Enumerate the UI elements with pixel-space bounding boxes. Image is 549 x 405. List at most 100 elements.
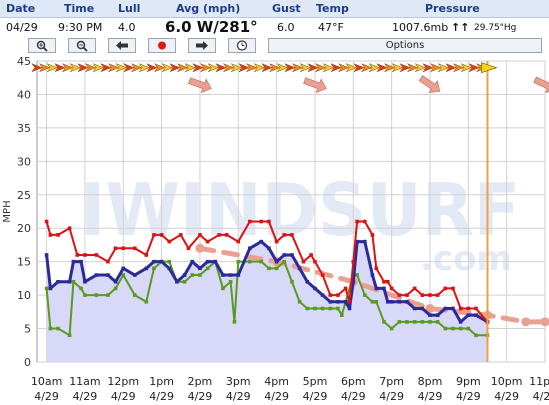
- gust-point: [382, 279, 386, 284]
- gust-point: [397, 293, 402, 297]
- x-tick-date: 4/29: [456, 390, 481, 403]
- gust-point: [113, 246, 118, 251]
- gust-point: [290, 233, 294, 237]
- x-tick-label: 8pm: [418, 375, 443, 388]
- y-tick-label: 20: [17, 222, 31, 235]
- lull-point: [106, 293, 110, 297]
- avg-point: [351, 279, 356, 284]
- zoom-out-button[interactable]: [68, 38, 96, 53]
- avg-point: [67, 279, 72, 284]
- direction-marker: [399, 63, 411, 73]
- gust-point: [420, 293, 425, 297]
- options-button[interactable]: Options: [268, 38, 542, 53]
- lull-point: [428, 320, 432, 324]
- lull-point: [340, 313, 344, 317]
- lull-point: [44, 286, 49, 291]
- lull-point: [267, 266, 271, 271]
- direction-marker: [123, 63, 135, 73]
- avg-point: [386, 300, 390, 304]
- gust-point: [435, 293, 440, 297]
- forward-button[interactable]: [188, 38, 216, 53]
- lull-point: [328, 306, 333, 311]
- pressure-label: Pressure: [425, 2, 480, 15]
- direction-marker: [299, 63, 311, 73]
- lull-point: [67, 333, 72, 338]
- wind-direction-arrow-icon: [533, 76, 549, 93]
- direction-marker: [284, 63, 296, 73]
- gust-point: [443, 286, 448, 291]
- gust-point: [132, 246, 137, 251]
- x-tick-date: 4/29: [111, 390, 136, 403]
- direction-marker: [322, 63, 334, 73]
- y-tick-label: 40: [17, 88, 31, 101]
- direction-marker: [383, 63, 396, 73]
- lull-point: [282, 259, 287, 264]
- header-values-row: 04/29 9:30 PM 4.0 6.0 W/281° 6.0 47°F 10…: [0, 18, 549, 37]
- avg-point: [443, 306, 448, 311]
- history-button[interactable]: [228, 38, 256, 53]
- avg-point: [389, 300, 394, 304]
- gust-point: [224, 233, 229, 237]
- lull-value: 4.0: [118, 21, 136, 34]
- gust-point: [159, 233, 164, 237]
- lull-point: [190, 273, 195, 277]
- zoom-in-icon: [36, 40, 48, 52]
- avg-point: [228, 273, 233, 277]
- avg-point: [267, 246, 271, 251]
- gust-point: [167, 239, 172, 244]
- forecast-point: [521, 317, 531, 327]
- avg-point: [405, 300, 409, 304]
- zoom-in-button[interactable]: [28, 38, 56, 53]
- avg-point: [370, 273, 375, 277]
- direction-marker: [376, 63, 388, 73]
- watermark-sub-text: .com: [420, 239, 512, 279]
- lull-point: [152, 266, 156, 271]
- wind-chart: IWINDSURF.com 0 5 10 15 20 25 30 35 40 45 MPH 10am…: [2, 55, 549, 403]
- date-label: Date: [6, 2, 36, 15]
- y-tick-label: 35: [17, 122, 31, 135]
- x-tick-date: 4/29: [533, 390, 549, 403]
- chart-series: [44, 219, 490, 338]
- avg-point: [79, 259, 83, 264]
- back-button[interactable]: [108, 38, 136, 53]
- direction-marker: [115, 63, 127, 73]
- record-button[interactable]: [148, 38, 176, 53]
- direction-marker: [192, 63, 204, 73]
- gust-point: [328, 293, 333, 297]
- avg-point: [198, 266, 202, 271]
- avg-point: [343, 300, 348, 304]
- direction-marker: [253, 63, 265, 73]
- x-tick-date: 4/29: [34, 390, 59, 403]
- lull-point: [121, 273, 126, 277]
- lull-point: [420, 320, 425, 324]
- gust-point: [75, 253, 80, 257]
- x-tick-date: 4/29: [303, 390, 328, 403]
- avg-point: [152, 259, 156, 264]
- direction-marker: [77, 63, 89, 73]
- avg-point: [190, 259, 195, 264]
- gust-point: [451, 286, 455, 291]
- direction-marker: [368, 63, 380, 73]
- direction-marker: [437, 63, 449, 73]
- lull-point: [94, 293, 99, 297]
- lull-point: [79, 286, 83, 291]
- direction-marker: [345, 63, 357, 73]
- direction-marker: [391, 63, 403, 73]
- lull-point: [247, 259, 252, 264]
- header-labels-row: Date Time Lull Avg (mph) Gust Temp Press…: [0, 0, 549, 18]
- avg-point: [458, 320, 463, 324]
- avg-point: [412, 306, 417, 311]
- lull-point: [83, 293, 87, 297]
- direction-marker: [291, 63, 304, 73]
- avg-point: [167, 266, 172, 271]
- date-value: 04/29: [6, 21, 38, 34]
- y-tick-label: 15: [17, 256, 31, 269]
- direction-marker: [230, 63, 242, 73]
- lull-point: [221, 286, 225, 291]
- wind-direction-arrow-icon: [418, 75, 441, 93]
- avg-value: 6.0 W/281°: [165, 18, 258, 36]
- temp-value: 47°F: [318, 21, 344, 34]
- x-tick-date: 4/29: [379, 390, 404, 403]
- wind-direction-arrow-icon: [188, 77, 212, 93]
- avg-point: [428, 313, 432, 317]
